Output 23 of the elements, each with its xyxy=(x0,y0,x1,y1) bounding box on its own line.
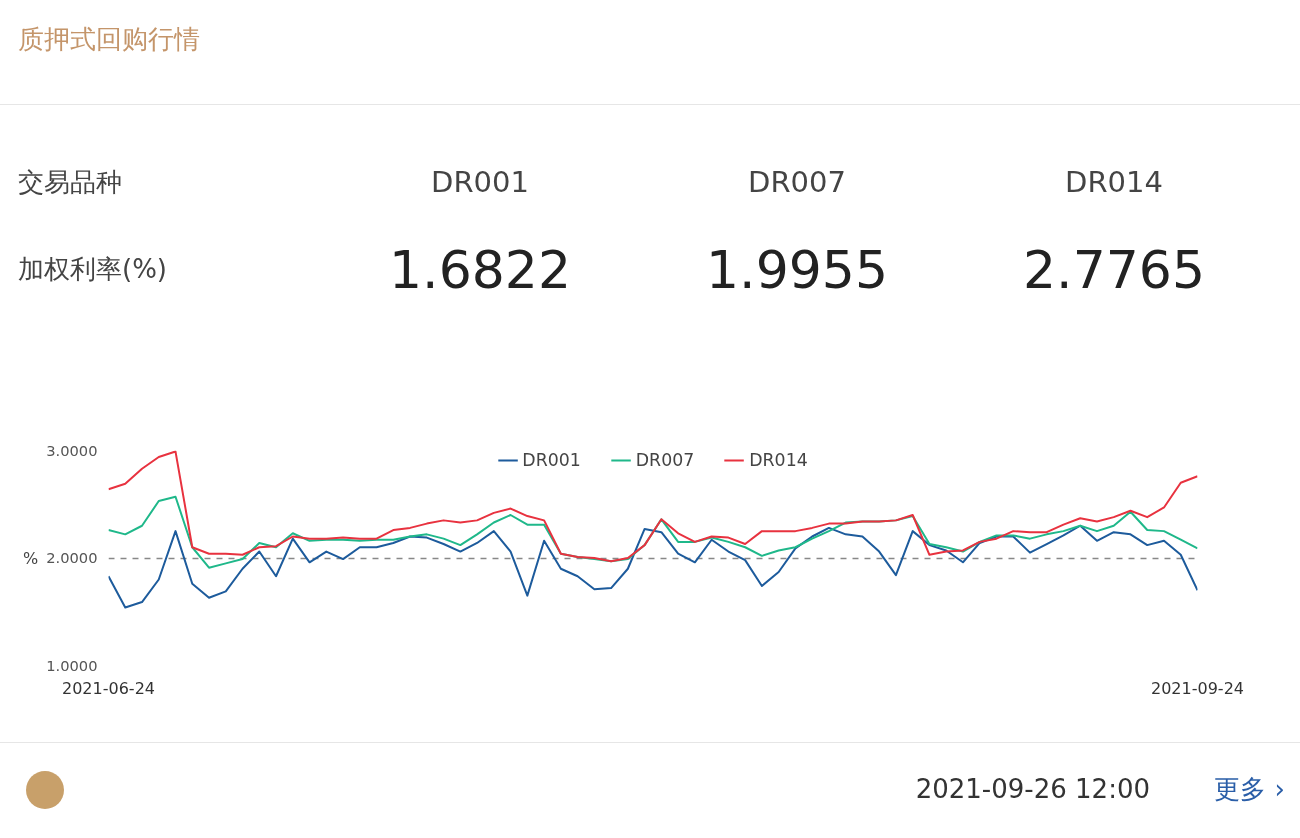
text: 质押式回购行情 xyxy=(18,23,200,57)
y-tick-label: 2.0000 xyxy=(46,549,98,566)
line-series xyxy=(108,450,1198,563)
text: 2.7765 xyxy=(1023,239,1205,300)
text: 加权利率(%) xyxy=(18,253,167,287)
text: 更多 › xyxy=(1214,773,1285,807)
category-label: DR007 xyxy=(748,164,846,202)
x-tick-label: 2021-06-24 xyxy=(62,678,155,698)
text: 1.6822 xyxy=(389,239,571,300)
category-label: DR014 xyxy=(1065,164,1163,202)
y-tick-label: 3.0000 xyxy=(46,441,98,459)
legend-label: DR007 xyxy=(635,450,695,470)
text: 2021-09-26 12:00 xyxy=(915,773,1150,807)
y-tick-label: 1.0000 xyxy=(46,656,98,674)
legend-label: DR014 xyxy=(749,450,808,470)
y-axis-title: % xyxy=(23,548,39,568)
category-label: DR001 xyxy=(431,164,529,202)
x-tick-label: 2021-09-24 xyxy=(1151,678,1244,698)
text: 1.9955 xyxy=(706,239,888,300)
line-series xyxy=(108,495,1198,569)
text: 交易品种 xyxy=(18,166,122,200)
line-series xyxy=(108,524,1198,609)
legend-label: DR001 xyxy=(522,450,581,470)
